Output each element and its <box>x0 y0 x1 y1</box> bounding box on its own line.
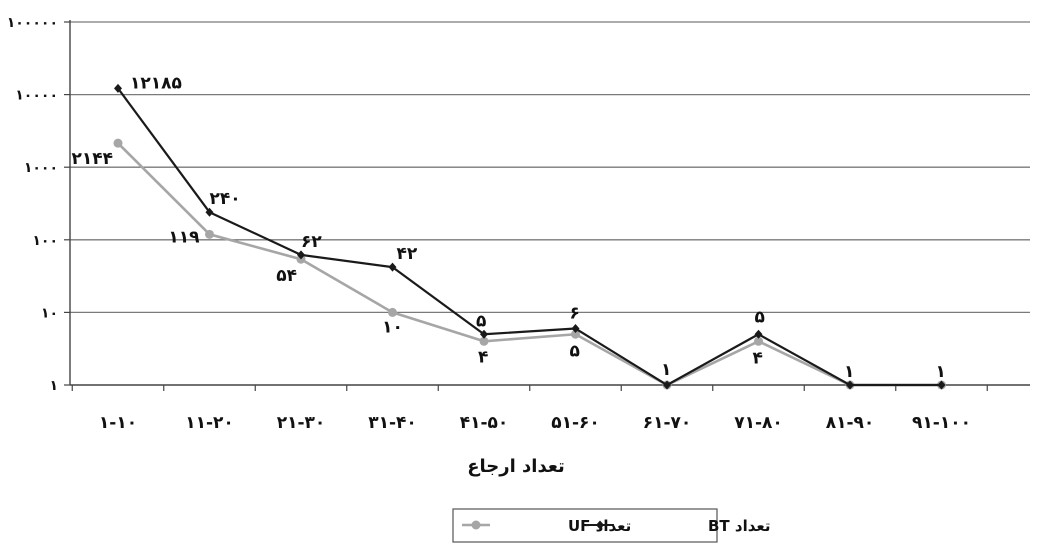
point-bt <box>480 329 488 339</box>
y-tick-label: ۱۰۰۰ <box>24 160 58 176</box>
gridlines <box>70 21 1030 314</box>
point-uf <box>388 307 397 317</box>
data-label-bt: ۴۲ <box>397 244 418 264</box>
data-label-uf: ۱۰ <box>382 317 403 337</box>
x-tick-label: ۸۱-۹۰ <box>826 413 875 433</box>
data-label-uf: ۲۱۴۴ <box>71 149 113 169</box>
data-label-bt: ۵ <box>755 307 765 327</box>
data-label-bt: ۲۴۰ <box>210 189 241 209</box>
data-label-bt: ۶۲ <box>301 232 322 252</box>
point-uf <box>113 138 123 148</box>
y-axis: ۱ ۱۰ ۱۰۰ ۱۰۰۰ ۱۰۰۰۰ ۱۰۰۰۰۰ <box>7 15 1030 394</box>
point-bt <box>754 329 763 339</box>
legend: تعداد UF تعداد BT <box>452 508 771 543</box>
point-bt <box>205 207 214 217</box>
data-label-bt: ۶ <box>570 304 580 324</box>
point-bt <box>937 380 946 390</box>
point-uf <box>205 229 214 239</box>
point-uf <box>479 336 489 346</box>
point-uf <box>571 329 580 339</box>
data-label-bt: ۱ <box>661 360 671 380</box>
point-bt <box>297 250 305 260</box>
data-label-bt: ۱ <box>844 362 854 382</box>
point-bt <box>388 262 397 272</box>
data-label-uf: ۴ <box>753 348 763 368</box>
x-tick-label: ۵۱-۶۰ <box>551 413 600 433</box>
data-label-uf: ۱۱۹ <box>168 227 200 247</box>
data-label-uf: ۴ <box>478 347 488 367</box>
point-bt <box>114 83 122 93</box>
legend-marker-bt <box>596 520 604 530</box>
data-label-uf: ۵۴ <box>276 266 297 286</box>
x-axis: ۱-۱۰ ۱۱-۲۰ ۲۱-۳۰ ۳۱-۴۰ ۴۱-۵۰ ۵۱-۶۰ ۶۱-۷۰ ۷۱-۸۰ ۸… <box>71 385 988 433</box>
y-tick-label: ۱۰۰ <box>32 233 58 249</box>
x-tick-label: ۳۱-۴۰ <box>368 413 417 433</box>
x-tick-label: ۴۱-۵۰ <box>460 413 509 433</box>
data-label-bt: ۵ <box>476 311 486 331</box>
data-label-bt: ۱۲۱۸۵ <box>130 73 182 93</box>
point-bt <box>571 324 580 334</box>
x-tick-label: ۲۱-۳۰ <box>277 413 326 433</box>
x-tick-label: ۶۱-۷۰ <box>643 413 692 433</box>
series-line-bt <box>117 87 942 387</box>
point-bt <box>663 380 671 390</box>
data-label-bt: ۱ <box>936 362 946 382</box>
y-tick-label: ۱۰۰۰۰۰ <box>7 15 58 31</box>
legend-label-bt: تعداد BT <box>708 517 771 535</box>
x-tick-label: ۱-۱۰ <box>99 413 137 433</box>
series-line-uf <box>117 142 942 387</box>
x-tick-label: ۷۱-۸۰ <box>734 413 783 433</box>
y-tick-label: ۱۰ <box>41 305 58 321</box>
y-tick-label: ۱۰۰۰۰ <box>15 88 58 104</box>
x-tick-label: ۱۱-۲۰ <box>185 413 234 433</box>
legend-box <box>452 508 718 543</box>
series-group <box>113 83 946 390</box>
x-tick-label: ۹۱-۱۰۰ <box>912 413 971 433</box>
point-bt <box>846 380 854 390</box>
x-axis-title: تعداد ارجاع <box>467 456 565 477</box>
data-label-uf: ۵ <box>570 341 580 361</box>
legend-marker-uf <box>471 520 481 530</box>
point-uf <box>754 336 763 346</box>
y-tick-label: ۱ <box>49 378 58 394</box>
